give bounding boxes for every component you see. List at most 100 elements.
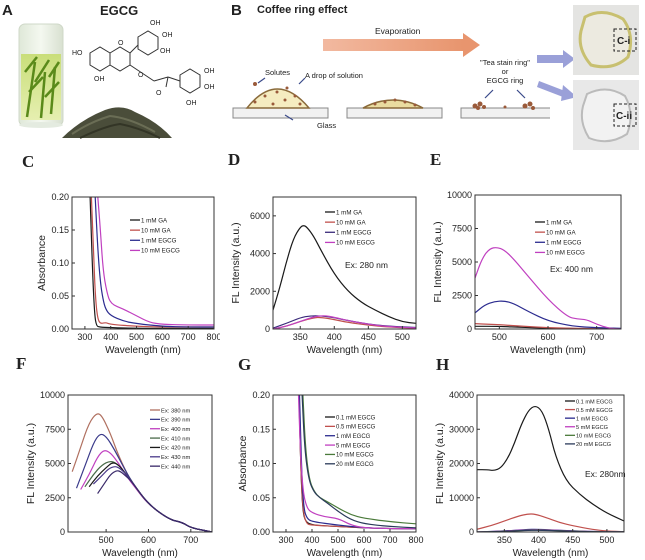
y-tick-label: 0.05 (252, 493, 270, 503)
y-tick-label: 0.20 (252, 390, 270, 400)
x-tick-label: 400 (327, 332, 342, 342)
legend-label: Ex: 440 nm (161, 464, 190, 470)
x-tick-label: 350 (293, 332, 308, 342)
x-tick-label: 500 (599, 535, 614, 545)
legend-label: 5 mM EGCG (576, 425, 608, 431)
series-line (94, 197, 214, 328)
y-tick-label: 0.20 (51, 192, 69, 202)
y-tick-label: 0 (265, 324, 270, 334)
ring-photo-c-i: C-i (573, 5, 639, 75)
x-axis-label: Wavelength (nm) (102, 548, 178, 559)
y-tick-label: 0.00 (252, 527, 270, 537)
y-tick-label: 20000 (449, 459, 474, 469)
legend-label: 1 mM EGCG (141, 238, 177, 245)
x-tick-label: 600 (356, 535, 371, 545)
legend-label: Ex: 410 nm (161, 436, 190, 442)
series-line (475, 247, 621, 329)
svg-text:OH: OH (150, 20, 161, 27)
series-line (477, 513, 624, 532)
series-group (89, 197, 214, 329)
svg-text:OH: OH (204, 84, 215, 91)
svg-text:OH: OH (160, 48, 171, 55)
series-line (71, 413, 212, 532)
series-line (477, 405, 624, 522)
chart-c-absorbance: 300 400 500 600 700 800 0.00 0.05 0.10 0.15 0.20 Wa… (36, 192, 220, 355)
x-tick-label: 700 (183, 535, 198, 545)
series-line (475, 300, 621, 329)
x-tick-label: 450 (565, 535, 580, 545)
panel-a-label: A (2, 2, 13, 19)
x-tick-label: 800 (408, 535, 423, 545)
legend-label: 1 mM EGCG (336, 230, 372, 237)
evaporation-arrow (323, 33, 480, 57)
y-tick-label: 5000 (452, 257, 472, 267)
series-line (273, 225, 416, 324)
y-axis-label: Absorbance (237, 435, 249, 491)
series-line (273, 315, 416, 329)
x-axis-label: Wavelength (nm) (105, 345, 181, 355)
x-tick-label: 400 (103, 332, 118, 342)
x-tick-label: 500 (492, 332, 507, 342)
series-group (273, 225, 416, 329)
series-line (301, 395, 416, 529)
series-group (475, 247, 621, 329)
x-tick-label: 500 (395, 332, 410, 342)
legend-label: 10 mM GA (336, 219, 366, 226)
x-tick-label: 700 (589, 332, 604, 342)
legend-label: 20 mM EGCG (576, 442, 611, 448)
panel-h-label: H (436, 355, 450, 374)
x-tick-label: 350 (497, 535, 512, 545)
panel-e-label: E (430, 150, 442, 169)
chart-g-absorbance-conc: 300 400 500 600 700 800 0.00 0.05 0.10 0.15 0.20 Wa… (237, 390, 424, 559)
legend: 0.1 mM EGCG 0.5 mM EGCG 1 mM EGCG 5 mM EGCG… (325, 415, 376, 468)
x-tick-label: 300 (77, 332, 92, 342)
y-tick-label: 10000 (40, 390, 65, 400)
y-tick-label: 10000 (449, 493, 474, 503)
coffee-ring-title: Coffee ring effect (257, 4, 348, 16)
chart-h-fl-conc: 350 400 450 500 0 10000 20000 30000 40000 Wavelen… (434, 390, 626, 559)
y-axis-label: FL Intensity (a.u.) (434, 423, 446, 504)
evaporation-label: Evaporation (375, 26, 421, 36)
series-line (84, 460, 212, 532)
legend-label: 1 mM GA (546, 219, 573, 226)
panel-d-label: D (228, 150, 241, 169)
series-line (90, 197, 214, 328)
y-tick-label: 10000 (447, 190, 472, 200)
y-tick-label: 2500 (45, 493, 65, 503)
plot-frame (474, 194, 622, 330)
x-tick-label: 600 (141, 535, 156, 545)
series-line (475, 323, 621, 329)
glass-slides (232, 107, 550, 119)
x-axis-label: Wavelength (nm) (513, 548, 589, 559)
legend-label: 5 mM EGCG (336, 443, 371, 449)
y-tick-label: 0.10 (51, 258, 69, 268)
drop-label: A drop of solution (305, 71, 363, 80)
legend: 1 mM GA 10 mM GA 1 mM EGCG 10 mM EGCG (130, 217, 180, 255)
tea-stain-ring-label: "Tea stain ring" (480, 58, 530, 67)
y-tick-label: 0.15 (252, 424, 270, 434)
legend-label: 1 mM EGCG (546, 240, 582, 247)
series-group (71, 413, 212, 532)
y-tick-label: 30000 (449, 424, 474, 434)
series-line (80, 450, 212, 532)
y-tick-label: 5000 (45, 459, 65, 469)
legend: 1 mM GA 10 mM GA 1 mM EGCG 10 mM EGCG (325, 209, 375, 247)
chart-e-fl-400: 500 600 700 0 2500 5000 7500 10000 Wavelength (n… (432, 190, 622, 355)
x-tick-label: 500 (99, 535, 114, 545)
tea-leaves (24, 56, 61, 119)
x-tick-label: 500 (330, 535, 345, 545)
svg-text:OH: OH (94, 76, 105, 83)
series-line (88, 462, 212, 532)
solutes-label: Solutes (265, 68, 290, 77)
legend-label: 10 mM GA (546, 229, 576, 236)
legend-label: 1 mM GA (336, 209, 363, 216)
egcg-title: EGCG (100, 3, 139, 18)
chart-f-fl-excitation: 500 600 700 0 2500 5000 7500 10000 Wavelength (n… (25, 390, 213, 559)
legend-label: Ex: 400 nm (161, 427, 190, 433)
solute-dots (253, 82, 535, 110)
y-tick-label: 0.00 (51, 324, 69, 334)
y-axis-label: Absorbance (36, 235, 48, 291)
svg-text:O: O (156, 90, 162, 97)
x-tick-label: 500 (129, 332, 144, 342)
excitation-annotation: Ex: 280nm (585, 469, 626, 479)
